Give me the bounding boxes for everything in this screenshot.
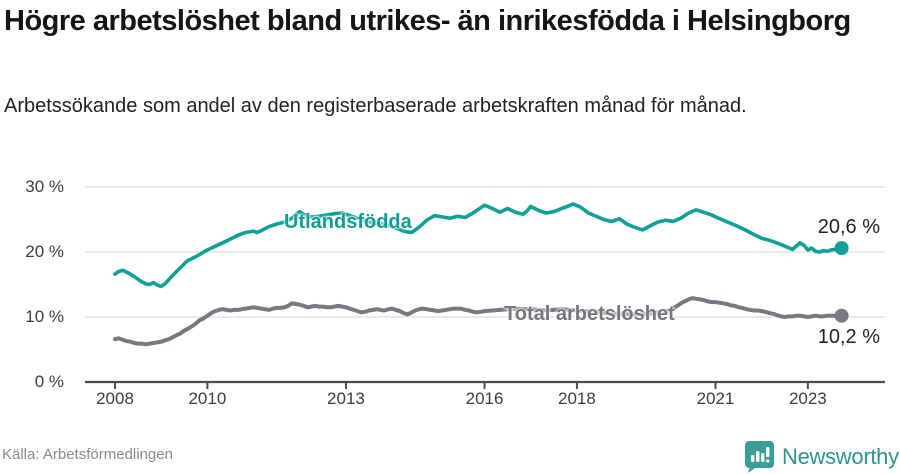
x-axis-label-2023: 2023: [788, 389, 827, 408]
newsworthy-bubble-icon: [744, 441, 774, 473]
series-line-total: [113, 296, 844, 347]
y-axis-label-10: 10 %: [25, 307, 64, 326]
x-axis-label-2008: 2008: [96, 389, 134, 408]
x-axis-label-2021: 2021: [696, 389, 735, 408]
newsworthy-logo: Newsworthy: [744, 440, 899, 473]
end-value-utlandsfodda: 20,6 %: [817, 216, 880, 238]
brand-name: Newsworthy: [782, 443, 899, 469]
page-title: Högre arbetslöshet bland utrikes- än inr…: [4, 5, 851, 37]
series-end-dot-utlandsfodda: [834, 241, 849, 256]
x-axis-label-2016: 2016: [465, 389, 504, 408]
series-label-total-arbetsloshet: Total arbetslöshet: [504, 303, 675, 325]
x-axis-label-2010: 2010: [188, 389, 227, 408]
series-line-utlandsfodda: [113, 202, 844, 289]
series-label-utlandsfodda: Utlandsfödda: [284, 211, 412, 233]
x-axis-label-2018: 2018: [557, 389, 596, 408]
page-subtitle: Arbetssökande som andel av den registerb…: [4, 95, 747, 117]
y-axis-label-20: 20 %: [25, 242, 64, 261]
y-axis-label-0: 0 %: [34, 372, 64, 391]
source-note: Källa: Arbetsförmedlingen: [2, 446, 173, 463]
x-axis-label-2013: 2013: [327, 389, 365, 408]
y-axis-label-30: 30 %: [25, 177, 64, 196]
end-value-total-arbetsloshet: 10,2 %: [817, 326, 880, 348]
speech-bubble-shape: [744, 441, 774, 473]
series-end-dot-total: [834, 308, 849, 323]
bar-chart-glyph: [751, 447, 770, 463]
